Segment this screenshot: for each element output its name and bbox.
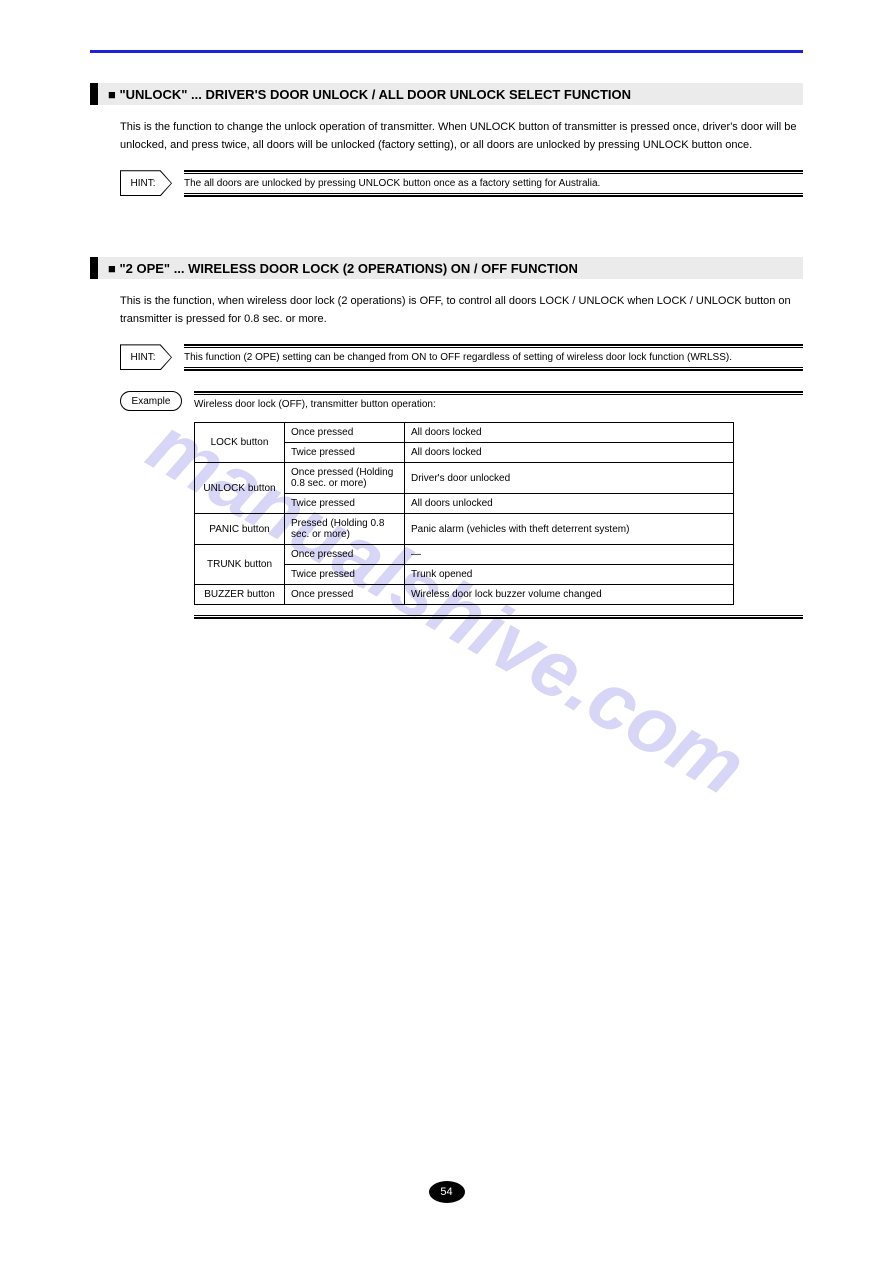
table-cell: Twice pressed [285, 565, 405, 585]
hint-flag-icon: HINT: [120, 170, 172, 196]
page-number: 54 [429, 1181, 465, 1203]
table-cell: Once pressed [285, 423, 405, 443]
table-row: LOCK button Once pressed All doors locke… [195, 423, 734, 443]
hint-box-2: This function (2 OPE) setting can be cha… [184, 344, 803, 371]
section-heading-1: ■ "UNLOCK" ... DRIVER'S DOOR UNLOCK / AL… [90, 83, 803, 105]
example-label: Example [132, 396, 171, 407]
section-body-1: This is the function to change the unloc… [120, 119, 803, 154]
table-cell: All doors locked [405, 443, 734, 463]
table-row: BUZZER button Once pressed Wireless door… [195, 585, 734, 605]
table-cell: Pressed (Holding 0.8 sec. or more) [285, 514, 405, 545]
table-cell: Trunk opened [405, 565, 734, 585]
table-cell: Once pressed [285, 585, 405, 605]
example-table: LOCK button Once pressed All doors locke… [194, 422, 734, 605]
hint-flag-icon: HINT: [120, 344, 172, 370]
example-intro: Wireless door lock (OFF), transmitter bu… [194, 395, 803, 414]
hint-text-2: This function (2 OPE) setting can be cha… [184, 348, 803, 367]
example-box: Wireless door lock (OFF), transmitter bu… [194, 391, 803, 619]
page-container: ■ "UNLOCK" ... DRIVER'S DOOR UNLOCK / AL… [0, 0, 893, 659]
hint-label-1: HINT: [120, 170, 172, 196]
section-body-2: This is the function, when wireless door… [120, 293, 803, 328]
hint-label-2: HINT: [120, 344, 172, 370]
hint-text-1: The all doors are unlocked by pressing U… [184, 174, 803, 193]
table-cell: LOCK button [195, 423, 285, 463]
table-cell: Panic alarm (vehicles with theft deterre… [405, 514, 734, 545]
table-cell: — [405, 545, 734, 565]
hint-row-1: HINT: The all doors are unlocked by pres… [120, 170, 803, 197]
table-row: UNLOCK button Once pressed (Holding 0.8 … [195, 463, 734, 494]
table-cell: UNLOCK button [195, 463, 285, 514]
example-pill-icon: Example [120, 391, 182, 411]
table-cell: PANIC button [195, 514, 285, 545]
heading-marker [90, 83, 98, 105]
heading-marker [90, 257, 98, 279]
table-cell: Driver's door unlocked [405, 463, 734, 494]
hint-row-2: HINT: This function (2 OPE) setting can … [120, 344, 803, 371]
table-cell: Once pressed [285, 545, 405, 565]
table-cell: Twice pressed [285, 443, 405, 463]
section-title-1: ■ "UNLOCK" ... DRIVER'S DOOR UNLOCK / AL… [108, 87, 631, 102]
table-cell: Wireless door lock buzzer volume changed [405, 585, 734, 605]
section-title-2: ■ "2 OPE" ... WIRELESS DOOR LOCK (2 OPER… [108, 261, 578, 276]
table-cell: All doors locked [405, 423, 734, 443]
table-cell: Once pressed (Holding 0.8 sec. or more) [285, 463, 405, 494]
table-cell: BUZZER button [195, 585, 285, 605]
example-row: Example Wireless door lock (OFF), transm… [120, 391, 803, 619]
hint-box-1: The all doors are unlocked by pressing U… [184, 170, 803, 197]
table-cell: All doors unlocked [405, 494, 734, 514]
table-cell: TRUNK button [195, 545, 285, 585]
table-row: PANIC button Pressed (Holding 0.8 sec. o… [195, 514, 734, 545]
table-cell: Twice pressed [285, 494, 405, 514]
section-heading-2: ■ "2 OPE" ... WIRELESS DOOR LOCK (2 OPER… [90, 257, 803, 279]
top-rule [90, 50, 803, 53]
table-row: TRUNK button Once pressed — [195, 545, 734, 565]
